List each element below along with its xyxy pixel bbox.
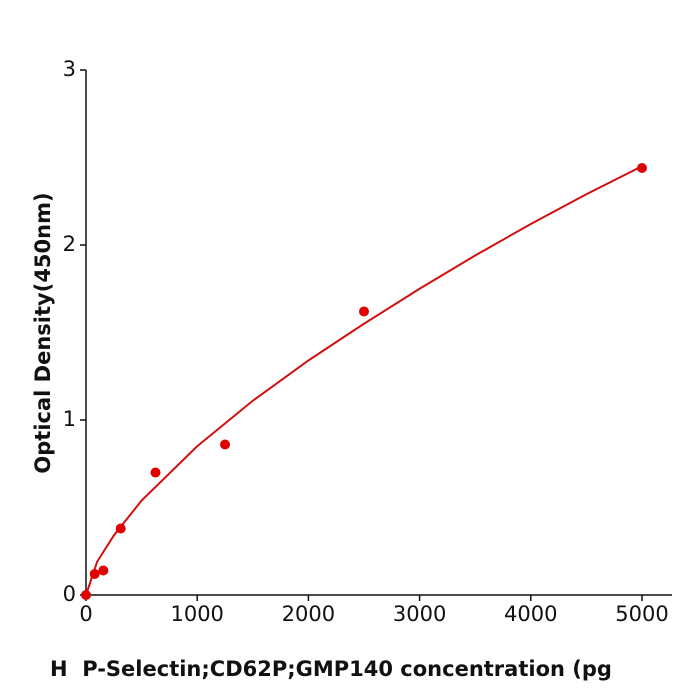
y-axis-label: Optical Density(450nm)	[31, 192, 55, 473]
data-point	[150, 467, 161, 478]
x-tick-label: 0	[79, 602, 92, 626]
y-tick-label: 0	[63, 582, 76, 606]
x-tick-label: 1000	[170, 602, 223, 626]
data-point	[89, 569, 100, 579]
data-point	[115, 523, 126, 534]
data-point	[636, 163, 647, 173]
data-point	[219, 439, 230, 450]
x-axis-label: H P-Selectin;CD62P;GMP140 concentration …	[50, 657, 612, 681]
y-tick-label: 3	[63, 57, 76, 81]
y-tick-label: 1	[63, 407, 76, 431]
x-tick-label: 4000	[504, 602, 557, 626]
y-tick-label: 2	[63, 232, 76, 256]
data-point	[98, 565, 109, 576]
data-point	[81, 590, 91, 600]
fit-curve	[85, 165, 643, 596]
x-tick-label: 2000	[282, 602, 335, 626]
x-tick-label: 5000	[615, 602, 668, 626]
x-tick-label: 3000	[393, 602, 446, 626]
data-point	[358, 306, 369, 317]
